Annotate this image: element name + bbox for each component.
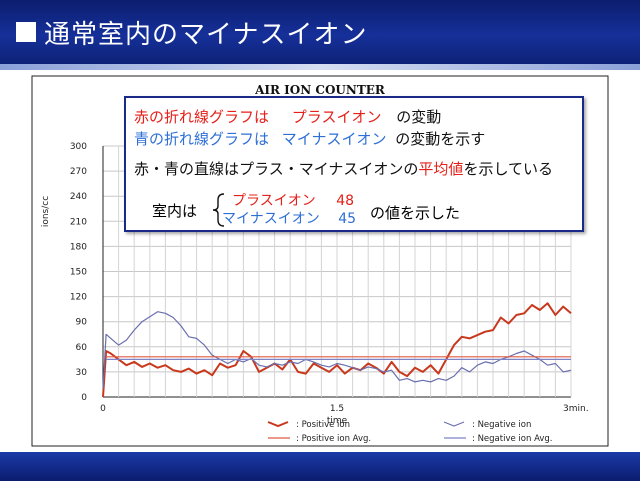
brace-icon [212, 193, 225, 227]
y-tick-label: 150 [70, 268, 87, 278]
y-tick-label: 120 [70, 293, 87, 303]
y-tick-label: 210 [70, 217, 87, 227]
slide-title: 通常室内のマイナスイオン [44, 20, 368, 50]
slide-header: 通常室内のマイナスイオン [0, 0, 640, 64]
callout-change-1: の変動 [396, 108, 442, 126]
callout-indicates: を示している [463, 160, 553, 178]
callout-minus-ion: マイナスイオン [281, 130, 387, 148]
callout-minus-label: マイナスイオン [222, 211, 320, 227]
callout-minus-row: マイナスイオン 45 [222, 208, 356, 228]
legend-swatch [443, 421, 465, 427]
callout-line-2: 青の折れ線グラフは マイナスイオン の変動を示す [134, 128, 485, 149]
legend-label: : Positive ion Avg. [296, 434, 371, 444]
chart-title: AIR ION COUNTER [254, 83, 386, 97]
callout-plus-minus: プラス・マイナスイオンの [239, 160, 419, 178]
y-tick-label: 90 [76, 318, 88, 328]
y-tick-label: 270 [70, 167, 87, 177]
callout-line-4-prefix: 室内は [152, 202, 198, 220]
callout-straight-lines: 赤・青の直線は [134, 160, 240, 178]
x-tick-label: 1.5 [330, 404, 344, 414]
negative-ion-line [102, 311, 572, 389]
callout-line-1: 赤の折れ線グラフは プラスイオン の変動 [134, 106, 441, 127]
callout-blue-line-label: 青の折れ線グラフは [134, 130, 270, 148]
slide-footer [0, 452, 640, 481]
legend-label: : Negative ion Avg. [472, 434, 553, 444]
callout-average: 平均値 [418, 160, 464, 178]
callout-line-4-suffix: の値を示した [370, 204, 461, 222]
x-axis-label: time [327, 416, 348, 426]
legend-label: : Positive ion [296, 420, 350, 430]
y-tick-label: 180 [70, 242, 87, 252]
y-axis-label: ions/cc [41, 196, 51, 227]
y-tick-label: 60 [76, 343, 88, 353]
x-tick-label: 0 [100, 404, 106, 414]
bullet-square-icon [16, 22, 36, 42]
callout-plus-row: プラスイオン 48 [232, 190, 354, 210]
callout-red-line-label: 赤の折れ線グラフは [134, 108, 270, 126]
positive-ion-line [102, 302, 572, 398]
y-tick-label: 30 [76, 368, 88, 378]
callout-plus-ion: プラスイオン [291, 108, 382, 126]
legend-swatch [267, 421, 289, 428]
x-tick-label: 3min. [563, 404, 589, 414]
callout-change-2: の変動を示す [395, 130, 486, 148]
callout-minus-value: 45 [338, 211, 357, 227]
y-tick-label: 0 [81, 393, 87, 403]
callout-plus-value: 48 [336, 193, 355, 209]
y-tick-label: 300 [70, 142, 87, 152]
explanation-callout: 赤の折れ線グラフは プラスイオン の変動 青の折れ線グラフは マイナスイオン の… [124, 96, 584, 232]
header-stripe [0, 64, 640, 70]
callout-plus-label: プラスイオン [232, 193, 316, 209]
callout-line-3: 赤・青の直線はプラス・マイナスイオンの平均値を示している [134, 158, 553, 179]
y-tick-label: 240 [70, 192, 87, 202]
legend-label: : Negative ion [472, 420, 531, 430]
